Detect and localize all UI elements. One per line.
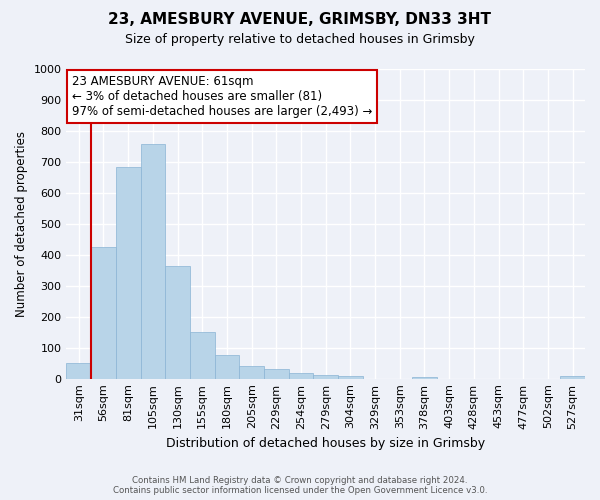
Bar xyxy=(264,369,289,378)
Text: 23 AMESBURY AVENUE: 61sqm
← 3% of detached houses are smaller (81)
97% of semi-d: 23 AMESBURY AVENUE: 61sqm ← 3% of detach… xyxy=(71,75,372,118)
Text: Size of property relative to detached houses in Grimsby: Size of property relative to detached ho… xyxy=(125,32,475,46)
Bar xyxy=(239,366,264,378)
Bar xyxy=(313,375,338,378)
X-axis label: Distribution of detached houses by size in Grimsby: Distribution of detached houses by size … xyxy=(166,437,485,450)
Bar xyxy=(560,376,585,378)
Bar xyxy=(165,266,190,378)
Bar xyxy=(338,376,363,378)
Bar xyxy=(190,332,215,378)
Bar xyxy=(140,144,165,378)
Bar xyxy=(289,374,313,378)
Text: Contains HM Land Registry data © Crown copyright and database right 2024.: Contains HM Land Registry data © Crown c… xyxy=(132,476,468,485)
Bar xyxy=(67,362,91,378)
Text: Contains public sector information licensed under the Open Government Licence v3: Contains public sector information licen… xyxy=(113,486,487,495)
Y-axis label: Number of detached properties: Number of detached properties xyxy=(15,131,28,317)
Bar xyxy=(215,356,239,378)
Text: 23, AMESBURY AVENUE, GRIMSBY, DN33 3HT: 23, AMESBURY AVENUE, GRIMSBY, DN33 3HT xyxy=(109,12,491,28)
Bar xyxy=(116,168,140,378)
Bar xyxy=(412,377,437,378)
Bar xyxy=(91,247,116,378)
